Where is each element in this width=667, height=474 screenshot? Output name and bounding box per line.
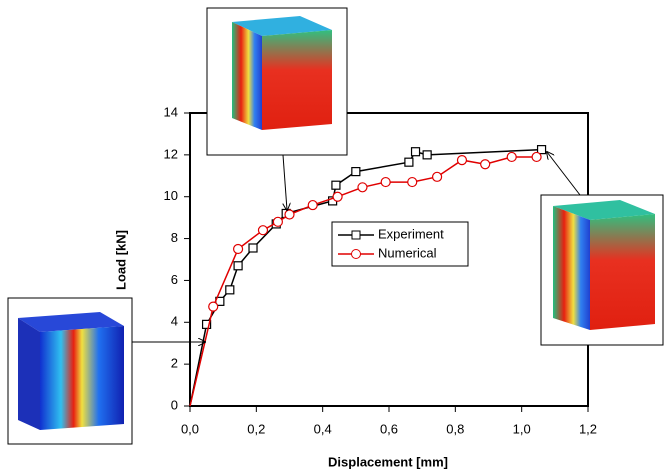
y-tick-label: 6 <box>171 272 178 287</box>
point <box>404 157 414 167</box>
x-tick-label: 0,0 <box>181 421 199 436</box>
x-tick-label: 0,4 <box>314 421 332 436</box>
legend-label: Experiment <box>378 226 444 241</box>
legend-label: Numerical <box>378 245 437 260</box>
point <box>407 176 418 188</box>
point <box>307 199 318 211</box>
y-tick-label: 2 <box>171 356 178 371</box>
point <box>284 209 295 220</box>
point <box>410 147 421 157</box>
series-line <box>189 156 537 407</box>
point <box>531 151 542 163</box>
point <box>257 225 269 236</box>
point <box>480 159 491 170</box>
point <box>332 191 343 202</box>
x-axis-title: Displacement [mm] <box>328 454 448 469</box>
inset-right <box>540 194 664 346</box>
x-tick-label: 1,0 <box>513 421 531 436</box>
arrow <box>282 154 287 210</box>
inset-left <box>7 297 133 445</box>
x-tick-label: 0,8 <box>446 421 464 436</box>
point <box>331 180 341 190</box>
point <box>506 151 517 163</box>
point <box>536 145 547 155</box>
legend-marker <box>351 249 361 259</box>
point <box>380 176 391 188</box>
point <box>225 285 235 295</box>
y-tick-label: 14 <box>164 104 178 119</box>
point <box>357 182 368 193</box>
plot-area: 0,0 0,2 0,4 0,6 0,8 1,0 1,2 0 2 4 6 8 10 12 14 Experime… <box>164 104 598 436</box>
point <box>201 319 212 329</box>
point <box>208 301 219 312</box>
point <box>351 167 361 177</box>
point <box>272 216 283 227</box>
inset-top <box>206 7 348 156</box>
legend-marker <box>351 230 361 240</box>
point <box>431 171 443 182</box>
y-tick-label: 10 <box>164 188 178 203</box>
arrow <box>547 152 581 196</box>
x-tick-label: 0,6 <box>380 421 398 436</box>
y-axis-title: Load [kN] <box>113 230 128 290</box>
y-tick-label: 0 <box>171 397 178 412</box>
y-tick-label: 8 <box>171 230 178 245</box>
y-tick-label: 4 <box>171 314 178 329</box>
point <box>422 150 432 160</box>
y-tick-label: 12 <box>164 146 178 161</box>
x-tick-label: 0,2 <box>247 421 265 436</box>
point <box>233 261 243 271</box>
x-tick-label: 1,2 <box>579 421 597 436</box>
point <box>456 154 468 166</box>
point <box>232 243 244 255</box>
point <box>248 243 258 253</box>
